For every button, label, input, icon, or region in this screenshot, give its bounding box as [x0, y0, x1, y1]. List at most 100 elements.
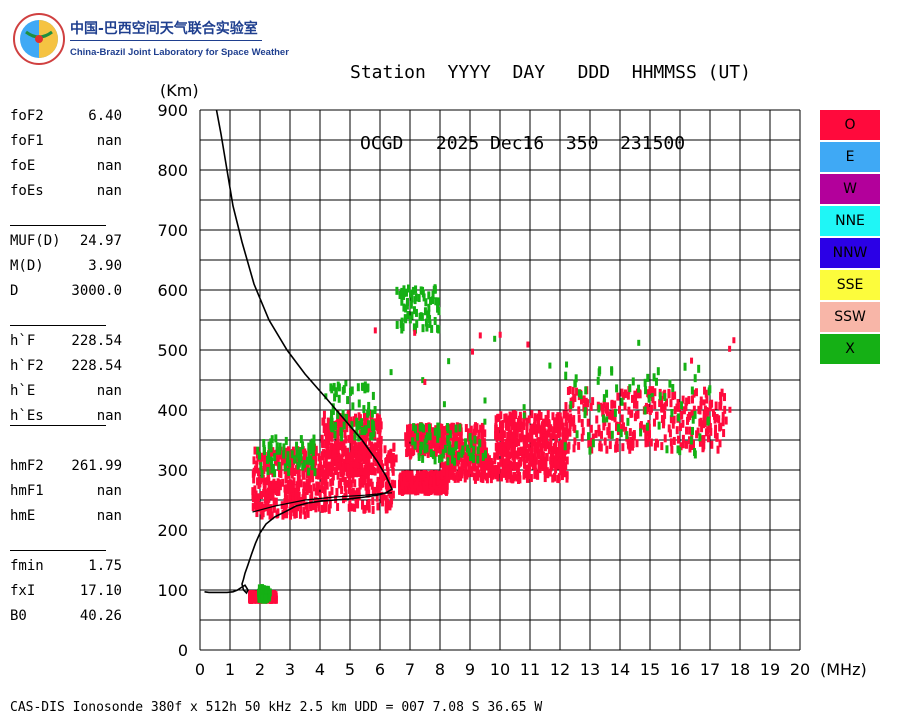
echo-o-mark [520, 429, 524, 438]
echo-x-mark [410, 294, 414, 303]
echo-o-mark [522, 446, 526, 455]
echo-o-mark [544, 441, 548, 450]
echo-o-mark [626, 391, 630, 400]
echo-o-mark [620, 414, 624, 423]
echo-o-mark [558, 412, 562, 421]
echo-o-mark [349, 469, 353, 478]
echo-x-mark [275, 446, 279, 455]
echo-o-mark [602, 400, 606, 409]
param-row-hmf1: hmF1 nan [10, 483, 130, 503]
echo-o-mark [311, 453, 315, 462]
echo-o-mark [573, 437, 577, 446]
echo-o-mark [477, 459, 481, 468]
echo-x-mark [452, 447, 456, 456]
echo-o-mark [533, 413, 537, 422]
echo-o-mark [534, 424, 538, 433]
echo-o-mark [688, 444, 692, 453]
echo-o-mark [494, 442, 498, 451]
echo-x-mark [644, 386, 648, 395]
echo-x-mark [690, 386, 694, 395]
param-row-foes: foEs nan [10, 183, 130, 203]
echo-o-mark [653, 442, 657, 451]
legend-item-sse: SSE [820, 270, 880, 300]
echo-o-mark [352, 490, 356, 499]
echo-o-mark [260, 452, 264, 461]
echo-o-mark [254, 465, 258, 474]
echo-o-mark [590, 445, 594, 454]
echo-x-mark [273, 469, 277, 478]
echo-o-mark [405, 481, 409, 490]
echo-o-mark [460, 470, 464, 479]
echo-x-mark [266, 466, 270, 475]
echo-o-mark [489, 463, 493, 472]
echo-o-mark [620, 388, 624, 397]
echo-o-mark [647, 390, 651, 399]
echo-o-mark [510, 417, 514, 426]
echo-o-mark [432, 437, 436, 446]
echo-x-mark [677, 413, 681, 422]
echo-x-mark [643, 406, 647, 415]
echo-o-mark [504, 449, 508, 458]
echo-o-mark [255, 460, 259, 469]
echo-o-mark [482, 442, 486, 451]
echo-o-mark [339, 417, 343, 426]
echo-x-mark [691, 415, 695, 424]
echo-o-mark [509, 460, 513, 469]
echo-o-mark [407, 472, 411, 481]
echo-o-mark [390, 460, 394, 469]
echo-o-mark [361, 479, 365, 488]
echo-o-mark [501, 451, 505, 460]
echo-o-mark [289, 484, 293, 493]
echo-o-mark [690, 409, 694, 418]
echo-x-mark [262, 439, 266, 448]
echo-x-mark [357, 399, 361, 408]
echo-o-mark [504, 438, 508, 447]
echo-o-mark [320, 477, 324, 486]
echo-x-mark [408, 315, 412, 324]
legend-item-nnw: NNW [820, 238, 880, 268]
echo-o-mark [714, 401, 718, 410]
echo-x-mark [298, 446, 302, 455]
echo-o-mark [357, 446, 361, 455]
echo-o-mark [499, 441, 503, 450]
echo-o-mark [555, 413, 559, 422]
echo-o-mark [561, 422, 565, 431]
echo-o-mark [292, 449, 296, 458]
echo-o-mark [554, 418, 558, 427]
echo-o-mark [586, 418, 590, 427]
echo-o-mark [525, 455, 529, 464]
echo-o-mark [546, 429, 550, 438]
echo-o-mark [366, 489, 370, 498]
echo-o-mark [669, 438, 673, 447]
echo-o-mark [375, 493, 379, 502]
echo-x-mark [257, 451, 261, 460]
echo-o-mark [267, 481, 271, 490]
echo-x-mark [441, 449, 445, 458]
echo-sparse-mark [421, 377, 425, 384]
param-value: nan [96, 483, 122, 499]
echo-o-mark [494, 415, 498, 424]
echo-o-mark [271, 492, 275, 501]
echo-o-mark [452, 425, 456, 434]
echo-x-mark [367, 401, 371, 410]
echo-x-mark [663, 393, 667, 402]
echo-o-mark [484, 472, 488, 481]
param-row-foe: foE nan [10, 158, 130, 178]
echo-x-mark [350, 386, 354, 395]
echo-sparse-mark [389, 369, 393, 376]
echo-x-mark [270, 465, 274, 474]
echo-x-mark [625, 431, 629, 440]
echo-o-mark [436, 476, 440, 485]
echo-o-mark [324, 474, 328, 483]
echo-x-mark [691, 426, 695, 435]
echo-o-mark [282, 510, 286, 519]
echo-o-mark [445, 473, 449, 482]
echo-o-mark [379, 475, 383, 484]
echo-o-mark [260, 501, 264, 510]
echo-o-mark [429, 437, 433, 446]
echo-x-mark [574, 374, 578, 383]
echo-o-mark [646, 438, 650, 447]
echo-o-mark [519, 456, 523, 465]
echo-x-mark [468, 453, 472, 462]
echo-o-mark [529, 428, 533, 437]
